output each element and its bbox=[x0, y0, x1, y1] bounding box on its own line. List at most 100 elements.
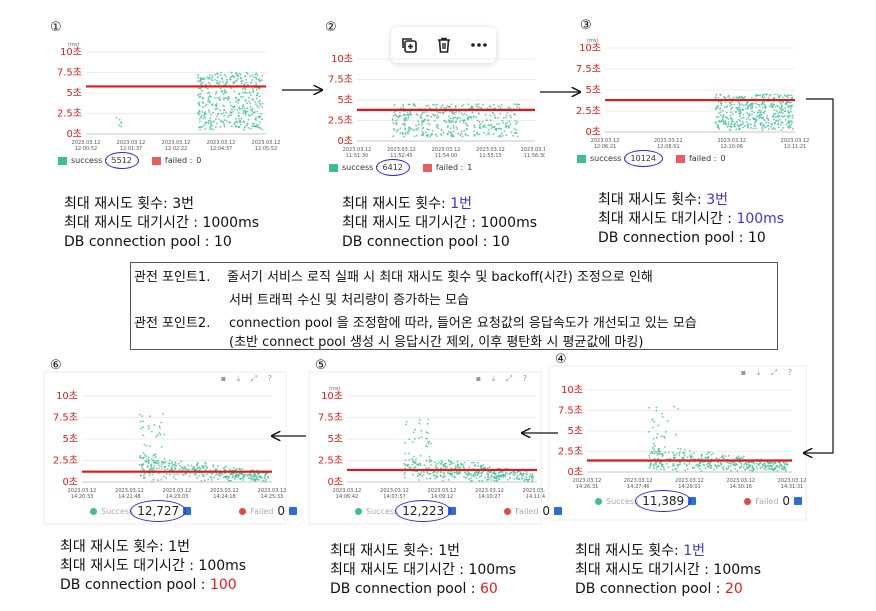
data-point bbox=[481, 471, 484, 474]
data-point bbox=[784, 468, 787, 471]
data-point bbox=[182, 467, 185, 470]
data-point bbox=[231, 475, 234, 477]
data-point bbox=[447, 478, 450, 481]
data-point bbox=[759, 123, 762, 126]
data-point bbox=[422, 134, 425, 137]
data-point bbox=[254, 101, 256, 103]
data-point bbox=[448, 106, 451, 108]
caption-6-retries: 최대 재시도 횟수: 1번 bbox=[60, 539, 191, 555]
x-tick-label: 2023.03.12 bbox=[68, 488, 97, 494]
data-point bbox=[413, 129, 416, 132]
data-point bbox=[442, 131, 445, 134]
data-point bbox=[404, 471, 406, 474]
data-point bbox=[443, 465, 445, 468]
data-point bbox=[525, 476, 527, 479]
data-point bbox=[785, 469, 787, 472]
data-point bbox=[661, 416, 664, 418]
data-point bbox=[760, 103, 763, 106]
copy-add-icon[interactable] bbox=[397, 33, 421, 57]
data-point bbox=[186, 468, 189, 471]
scatter-series bbox=[115, 71, 264, 131]
data-point bbox=[784, 95, 787, 98]
data-point bbox=[759, 111, 762, 114]
x-tick-label: 14:23:03 bbox=[166, 494, 188, 500]
data-point bbox=[672, 462, 675, 465]
data-point bbox=[730, 117, 732, 120]
data-point bbox=[733, 103, 736, 106]
data-point bbox=[435, 475, 438, 478]
data-point bbox=[408, 452, 410, 455]
success-checkbox[interactable] bbox=[448, 507, 457, 515]
highlight-oval bbox=[635, 490, 692, 512]
data-point bbox=[784, 102, 787, 105]
data-point bbox=[757, 115, 760, 117]
data-point bbox=[224, 90, 226, 92]
caption-2-wait: 최대 재시도 대기시간 : 1000ms bbox=[342, 215, 537, 231]
data-point bbox=[437, 111, 440, 114]
data-point bbox=[168, 462, 171, 465]
data-point bbox=[740, 462, 743, 465]
data-point bbox=[784, 110, 786, 112]
data-point bbox=[456, 460, 459, 463]
data-point bbox=[165, 477, 167, 479]
x-tick-label: 11:52:45 bbox=[390, 153, 412, 159]
data-point bbox=[216, 82, 219, 85]
chart-tool-icons[interactable]: ▪ ⤓ ⤢ ? bbox=[740, 368, 796, 377]
data-point bbox=[141, 415, 144, 418]
success-checkbox[interactable] bbox=[183, 507, 192, 515]
failed-checkbox[interactable] bbox=[289, 507, 298, 515]
data-point bbox=[230, 111, 233, 114]
data-point bbox=[431, 129, 434, 132]
failed-checkbox[interactable] bbox=[794, 497, 803, 505]
data-point bbox=[238, 106, 241, 109]
data-point bbox=[213, 120, 215, 123]
data-point bbox=[465, 127, 468, 130]
data-point bbox=[716, 105, 718, 108]
data-point bbox=[788, 125, 790, 128]
trash-icon[interactable] bbox=[432, 33, 456, 57]
data-point bbox=[695, 464, 698, 467]
data-point bbox=[239, 477, 242, 480]
data-point bbox=[656, 454, 659, 456]
more-icon[interactable] bbox=[467, 33, 491, 57]
data-point bbox=[660, 468, 662, 471]
data-point bbox=[653, 463, 656, 465]
data-point bbox=[463, 112, 466, 115]
caption-6: 최대 재시도 횟수: 1번 최대 재시도 대기시간 : 100ms DB con… bbox=[60, 538, 246, 595]
data-point bbox=[467, 103, 470, 106]
failed-swatch bbox=[675, 154, 685, 163]
data-point bbox=[469, 480, 472, 482]
caption-1-retries: 최대 재시도 횟수: 3번 bbox=[64, 196, 195, 212]
data-point bbox=[649, 463, 652, 466]
failed-checkbox[interactable] bbox=[554, 507, 563, 515]
data-point bbox=[429, 477, 432, 480]
caption-3-wait: 최대 재시도 대기시간 : 100ms bbox=[598, 211, 785, 227]
data-point bbox=[736, 469, 739, 472]
data-point bbox=[247, 126, 250, 129]
data-point bbox=[207, 478, 210, 481]
data-point bbox=[143, 443, 146, 446]
data-point bbox=[255, 103, 257, 106]
success-checkbox[interactable] bbox=[688, 497, 697, 505]
data-point bbox=[240, 123, 242, 126]
data-point bbox=[185, 472, 187, 475]
chart-svg: 10초7.5초5초2.5초0초2023.03.1211:51:302023.03… bbox=[328, 53, 545, 159]
chart-tool-icons[interactable]: ▪ ⤓ ⤢ ? bbox=[475, 374, 531, 383]
failed-dot bbox=[239, 507, 247, 515]
data-point bbox=[187, 464, 190, 467]
data-point bbox=[781, 467, 783, 470]
data-point bbox=[731, 118, 734, 121]
chart-tool-icons[interactable]: ▪ ⤓ ⤢ ? bbox=[220, 374, 276, 383]
data-point bbox=[437, 127, 440, 130]
data-point bbox=[222, 121, 224, 123]
data-point bbox=[237, 99, 240, 102]
data-point bbox=[259, 112, 262, 115]
data-point bbox=[152, 469, 155, 472]
data-point bbox=[192, 468, 195, 471]
data-point bbox=[450, 133, 453, 136]
data-point bbox=[451, 117, 454, 120]
data-point bbox=[767, 97, 770, 99]
data-point bbox=[443, 110, 446, 113]
data-point bbox=[238, 98, 240, 101]
point-2-label: 관전 포인트2. bbox=[134, 316, 211, 331]
